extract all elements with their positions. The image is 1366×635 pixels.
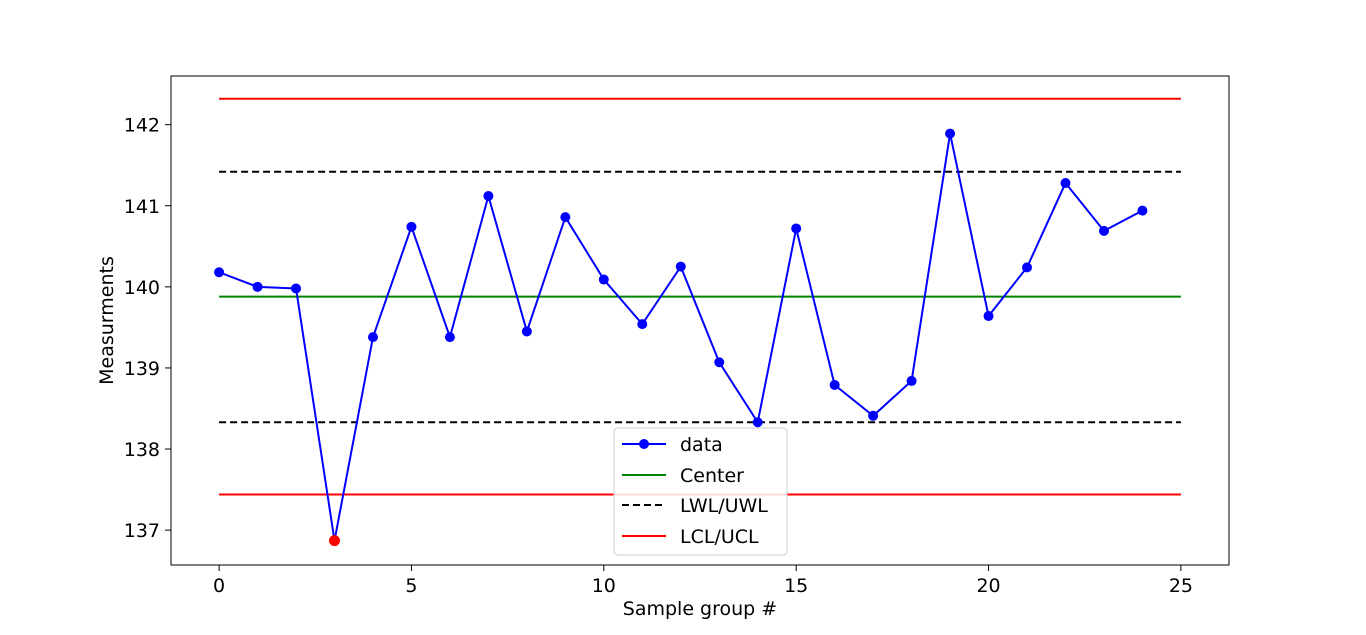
y-tick-label: 141	[124, 196, 160, 218]
data-point	[791, 223, 802, 234]
legend-marker	[639, 439, 649, 449]
data-point	[598, 274, 609, 285]
data-point	[1022, 262, 1033, 273]
data-point	[406, 221, 417, 232]
data-point	[1137, 205, 1148, 216]
data-point	[637, 319, 648, 330]
x-axis-title: Sample group #	[623, 598, 777, 620]
data-point	[367, 332, 378, 343]
y-tick-label: 140	[124, 277, 160, 299]
y-axis-title: Measurments	[96, 256, 118, 385]
data-point	[983, 311, 994, 322]
data-point	[214, 267, 225, 278]
data-point	[1098, 225, 1109, 236]
data-point	[868, 410, 879, 421]
data-point	[560, 212, 571, 223]
legend-label: LCL/UCL	[680, 526, 759, 548]
x-tick-label: 5	[405, 575, 417, 597]
x-tick-label: 0	[213, 575, 225, 597]
x-tick-label: 20	[976, 575, 1000, 597]
plot-area	[214, 97, 1181, 547]
data-point	[906, 375, 917, 386]
data-point	[521, 326, 532, 337]
axes: 0 5 10 15 20 25 137 138 139 140 141 142	[124, 75, 1230, 597]
y-tick-label: 138	[124, 439, 160, 461]
data-point	[252, 281, 263, 292]
data-point	[444, 332, 455, 343]
x-tick-label: 15	[784, 575, 808, 597]
data-point	[291, 283, 302, 294]
x-tick-label: 25	[1169, 575, 1193, 597]
data-point	[675, 261, 686, 272]
data-point	[829, 379, 840, 390]
out-of-control-point	[329, 535, 341, 547]
data-point	[752, 417, 763, 428]
legend-label: LWL/UWL	[680, 495, 768, 517]
data-point	[1060, 178, 1071, 189]
legend: data Center LWL/UWL LCL/UCL	[613, 427, 788, 556]
data-point	[714, 357, 725, 368]
legend-box	[613, 427, 788, 556]
plot-frame	[170, 75, 1230, 566]
legend-label: data	[680, 434, 723, 456]
x-tick-label: 10	[592, 575, 616, 597]
y-tick-label: 137	[124, 520, 160, 542]
legend-label: Center	[680, 465, 744, 487]
y-tick-label: 139	[124, 358, 160, 380]
data-point	[945, 128, 956, 139]
data-point	[483, 191, 494, 202]
y-tick-label: 142	[124, 115, 160, 137]
